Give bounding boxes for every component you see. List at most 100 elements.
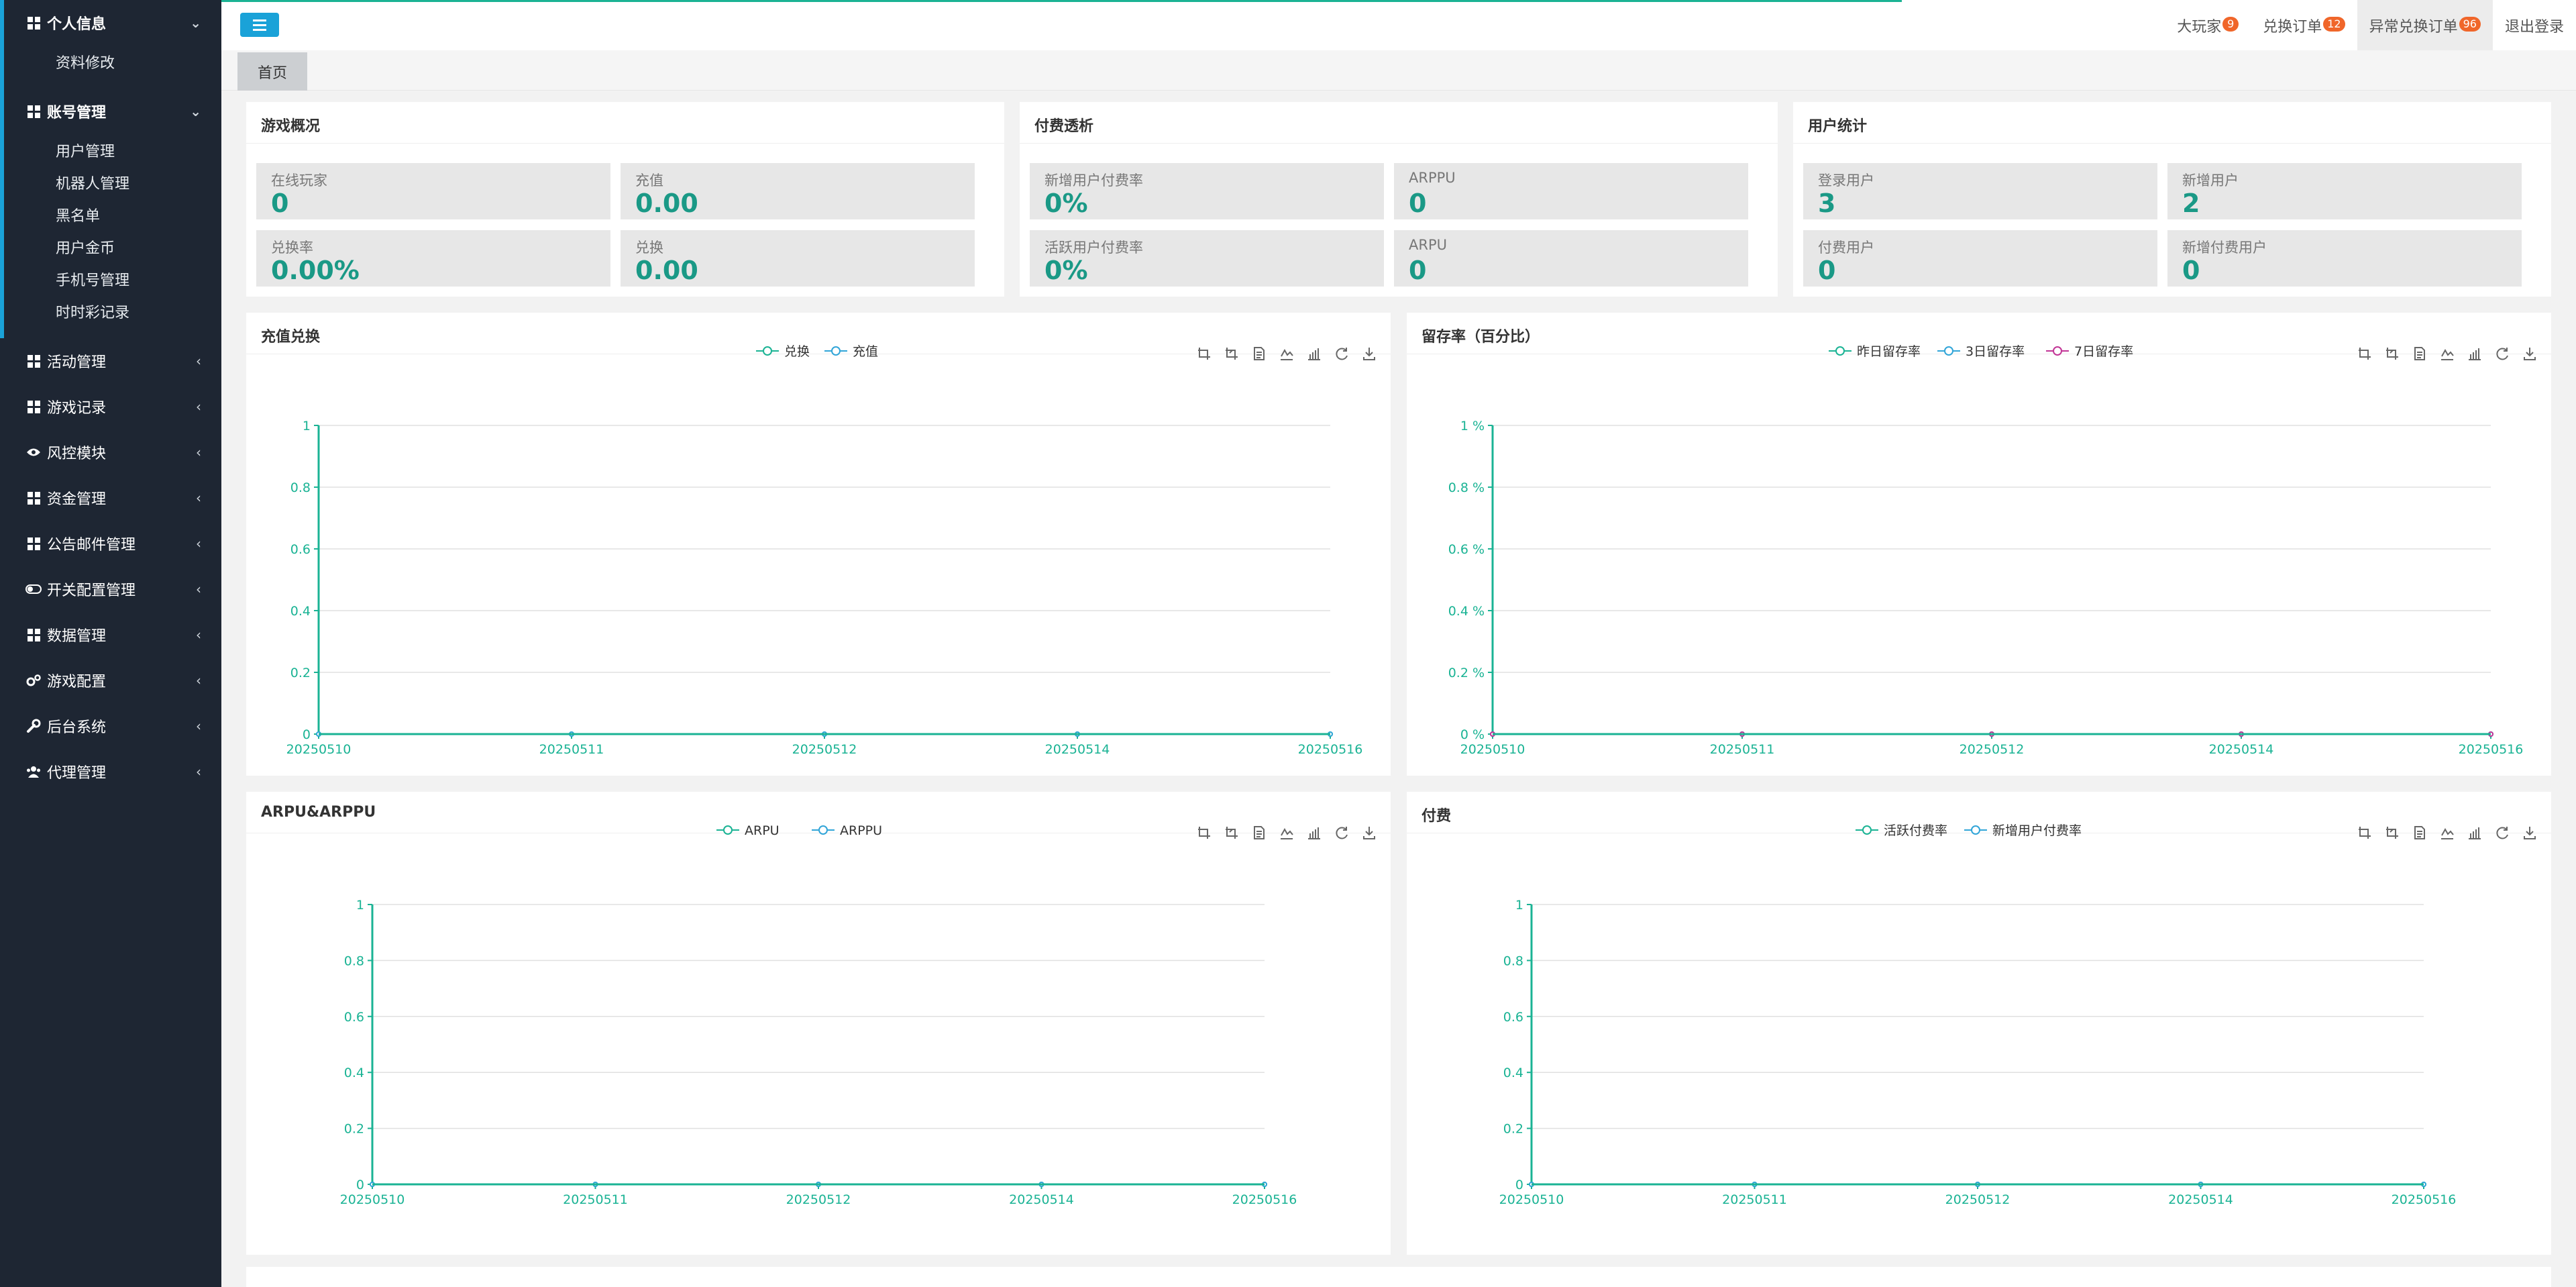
stat-label: ARPPU xyxy=(1409,170,1456,186)
stat-value: 2 xyxy=(2182,189,2200,218)
bar-chart-icon[interactable] xyxy=(2466,345,2483,362)
y-tick-label: 1 xyxy=(356,898,364,913)
y-tick-label: 0 % xyxy=(1460,727,1485,742)
sidebar-menu-0[interactable]: 个人信息 ⌄ xyxy=(0,0,221,46)
stat-box: 付费用户 0 xyxy=(1803,230,2157,287)
data-view-icon[interactable] xyxy=(1250,824,1268,841)
restore-icon[interactable] xyxy=(1333,824,1350,841)
grid-icon xyxy=(25,353,42,369)
zoom-icon[interactable] xyxy=(1195,345,1213,362)
chart-title: ARPU&ARPPU xyxy=(261,804,376,821)
line-chart-icon[interactable] xyxy=(2438,824,2456,841)
bar-chart-icon[interactable] xyxy=(2466,824,2483,841)
legend-item[interactable]: 兑换 xyxy=(756,344,810,359)
y-tick-label: 0.6 xyxy=(344,1010,364,1025)
zoom-reset-icon[interactable] xyxy=(1223,345,1240,362)
sidebar-menu-label: 游戏配置 xyxy=(47,674,107,690)
sidebar-subitem[interactable]: 黑名单 xyxy=(56,208,101,225)
y-tick-label: 0.6 xyxy=(1503,1010,1523,1025)
save-image-icon[interactable] xyxy=(1360,824,1378,841)
menu-toggle-button[interactable] xyxy=(240,13,279,37)
sidebar-menu-8[interactable]: 数据管理 ‹ xyxy=(0,612,221,658)
user-stats-card: 用户统计 登录用户 3 新增用户 2 付费用户 0 新增付费用户 0 xyxy=(1793,102,2551,297)
wrench-icon xyxy=(25,718,42,734)
stat-value: 0 xyxy=(1818,256,1836,285)
line-chart-icon[interactable] xyxy=(1278,345,1295,362)
line-chart-icon[interactable] xyxy=(2438,345,2456,362)
save-image-icon[interactable] xyxy=(1360,345,1378,362)
sidebar-subitem[interactable]: 资料修改 xyxy=(56,55,115,72)
sidebar-subitem[interactable]: 用户管理 xyxy=(56,144,115,160)
stat-value: 0 xyxy=(2182,256,2200,285)
restore-icon[interactable] xyxy=(2493,345,2511,362)
zoom-reset-icon[interactable] xyxy=(2383,345,2401,362)
legend-item[interactable]: 充值 xyxy=(824,344,878,359)
chevron-left-icon: ‹ xyxy=(196,399,201,415)
legend-item[interactable]: 3日留存率 xyxy=(1937,344,2025,359)
menu-group: 账号管理 ⌄ 用户管理机器人管理黑名单用户金币手机号管理时时彩记录 xyxy=(0,89,221,338)
legend-item[interactable]: ARPU xyxy=(716,823,780,838)
y-tick-label: 1 xyxy=(303,419,311,433)
sidebar-menu-9[interactable]: 游戏配置 ‹ xyxy=(0,658,221,703)
sidebar-subitem[interactable]: 机器人管理 xyxy=(56,176,130,193)
chevron-left-icon: ‹ xyxy=(196,764,201,780)
zoom-icon[interactable] xyxy=(1195,824,1213,841)
zoom-reset-icon[interactable] xyxy=(1223,824,1240,841)
sidebar-menu-2[interactable]: 活动管理 ‹ xyxy=(0,338,221,384)
zoom-reset-icon[interactable] xyxy=(2383,824,2401,841)
legend-item[interactable]: 新增用户付费率 xyxy=(1964,823,2082,838)
chart-title: 充值兑换 xyxy=(261,329,321,346)
data-view-icon[interactable] xyxy=(2411,345,2428,362)
zoom-icon[interactable] xyxy=(2356,824,2373,841)
legend-item[interactable]: 昨日留存率 xyxy=(1829,344,1921,359)
grid-icon xyxy=(25,627,42,643)
restore-icon[interactable] xyxy=(1333,345,1350,362)
save-image-icon[interactable] xyxy=(2521,824,2538,841)
top-link-0[interactable]: 大玩家 9 xyxy=(2165,0,2251,50)
top-link-label: 兑换订单 xyxy=(2263,18,2322,36)
sidebar-menu-10[interactable]: 后台系统 ‹ xyxy=(0,703,221,749)
sidebar-menu-3[interactable]: 游戏记录 ‹ xyxy=(0,384,221,429)
sidebar-menu-6[interactable]: 公告邮件管理 ‹ xyxy=(0,521,221,566)
stat-label: 新增用户付费率 xyxy=(1044,172,1143,189)
data-view-icon[interactable] xyxy=(2411,824,2428,841)
stat-value: 0 xyxy=(1409,189,1427,218)
top-link-3[interactable]: 退出登录 xyxy=(2493,0,2576,50)
sidebar-menu-5[interactable]: 资金管理 ‹ xyxy=(0,475,221,521)
x-tick-label: 20250514 xyxy=(1009,1192,1074,1207)
bar-chart-icon[interactable] xyxy=(1305,824,1323,841)
restore-icon[interactable] xyxy=(2493,824,2511,841)
chart-svg: 昨日留存率 3日留存率 7日留存率 0 % 0.2 % 0.4 % 0.6 % 0.8 % 1 … xyxy=(1448,344,2538,757)
sidebar-menu-7[interactable]: 开关配置管理 ‹ xyxy=(0,566,221,612)
stat-label: 兑换率 xyxy=(271,240,313,256)
loading-progress-bar xyxy=(221,0,1902,2)
top-link-1[interactable]: 兑换订单 12 xyxy=(2251,0,2357,50)
legend-item[interactable]: ARPPU xyxy=(812,823,882,838)
tab-home[interactable]: 首页 xyxy=(237,52,308,91)
x-tick-label: 20250512 xyxy=(786,1192,851,1207)
x-tick-label: 20250516 xyxy=(2459,742,2524,757)
legend-item[interactable]: 活跃付费率 xyxy=(1856,823,1947,838)
x-tick-label: 20250512 xyxy=(1960,742,2025,757)
card-title: 用户统计 xyxy=(1808,118,1868,135)
sidebar-subitem[interactable]: 用户金币 xyxy=(56,240,115,257)
bar-chart-icon[interactable] xyxy=(1305,345,1323,362)
sidebar-menu-label: 后台系统 xyxy=(47,719,107,736)
legend-item[interactable]: 7日留存率 xyxy=(2046,344,2133,359)
stat-label: 在线玩家 xyxy=(271,172,327,189)
sidebar-menu-4[interactable]: 风控模块 ‹ xyxy=(0,429,221,475)
zoom-icon[interactable] xyxy=(2356,345,2373,362)
sidebar-menu-11[interactable]: 代理管理 ‹ xyxy=(0,749,221,794)
stat-value: 0% xyxy=(1044,189,1088,218)
data-view-icon[interactable] xyxy=(1250,345,1268,362)
sidebar-menu-1[interactable]: 账号管理 ⌄ xyxy=(0,89,221,134)
stat-label: ARPU xyxy=(1409,237,1447,253)
sidebar-subitem[interactable]: 时时彩记录 xyxy=(56,305,130,321)
x-tick-label: 20250514 xyxy=(1045,742,1110,757)
top-link-2[interactable]: 异常兑换订单 96 xyxy=(2357,0,2493,50)
sidebar-subitem[interactable]: 手机号管理 xyxy=(56,272,130,289)
save-image-icon[interactable] xyxy=(2521,345,2538,362)
y-tick-label: 0.6 xyxy=(290,542,311,557)
line-chart-icon[interactable] xyxy=(1278,824,1295,841)
sidebar-menu-label: 个人信息 xyxy=(47,16,107,33)
